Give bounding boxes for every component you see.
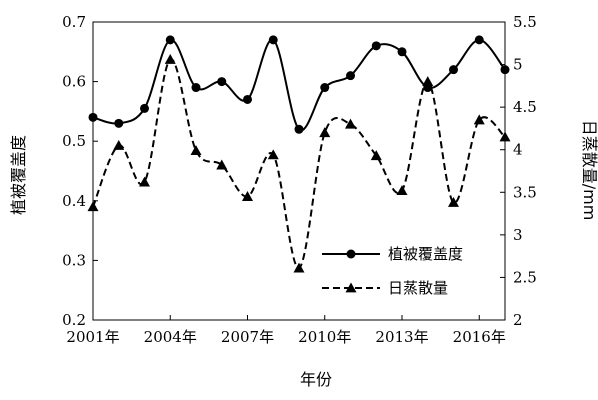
data-point-series-2	[473, 114, 485, 125]
data-point-series-2	[370, 150, 382, 161]
data-point-series-1	[449, 65, 458, 75]
series-line-2	[92, 58, 506, 270]
data-point-series-1	[217, 77, 227, 87]
data-point-series-2	[448, 197, 459, 207]
data-point-series-1	[320, 83, 330, 93]
x-tick-label: 2010年	[298, 328, 351, 346]
data-point-series-2	[242, 191, 253, 201]
y-right-tick-label: 3	[513, 226, 523, 244]
y-right-tick-label: 2.5	[513, 268, 537, 286]
y-left-tick-label: 0.4	[62, 192, 86, 210]
data-point-series-2	[139, 176, 150, 187]
data-point-series-1	[500, 65, 510, 75]
series-layer	[87, 35, 511, 273]
data-point-series-1	[114, 118, 124, 128]
x-tick-label: 2013年	[375, 328, 428, 346]
y-left-tick-label: 0.2	[62, 311, 86, 329]
x-tick-label: 2007年	[221, 328, 274, 346]
y-left-tick-label: 0.5	[62, 132, 86, 150]
data-point-series-2	[345, 118, 356, 129]
legend-label-2: 日蒸散量	[388, 279, 448, 297]
y-left-tick-label: 0.6	[62, 73, 86, 91]
y-right-tick-label: 4	[513, 141, 523, 159]
data-point-series-1	[268, 35, 278, 45]
data-point-series-2	[216, 159, 228, 170]
data-point-series-2	[396, 185, 408, 195]
data-point-series-1	[397, 47, 407, 57]
y-right-tick-label: 2	[513, 311, 523, 329]
data-point-series-2	[87, 201, 99, 212]
x-axis-title: 年份	[300, 370, 332, 389]
data-point-series-1	[346, 71, 355, 81]
data-point-series-2	[293, 262, 305, 273]
data-point-series-1	[191, 83, 201, 93]
x-tick-label: 2016年	[453, 328, 506, 346]
legend-marker-1	[346, 249, 356, 259]
data-point-series-2	[190, 145, 202, 155]
data-point-series-1	[165, 35, 175, 45]
y-right-tick-label: 4.5	[513, 98, 537, 116]
data-point-series-2	[319, 127, 331, 138]
y-left-tick-label: 0.3	[62, 251, 86, 269]
data-point-series-1	[371, 41, 381, 51]
axes	[92, 21, 506, 321]
data-point-series-2	[113, 139, 125, 150]
legend-marker-2	[345, 282, 357, 293]
data-point-series-1	[474, 35, 484, 45]
y-right-tick-label: 3.5	[513, 183, 537, 201]
data-point-series-1	[140, 103, 149, 113]
data-point-series-2	[499, 131, 511, 142]
x-tick-label: 2004年	[144, 328, 197, 346]
y-left-tick-label: 0.7	[62, 13, 86, 31]
data-point-series-1	[243, 94, 252, 104]
y-axis-left-title: 植被覆盖度	[9, 135, 28, 215]
data-point-series-2	[267, 149, 279, 160]
data-point-series-1	[294, 124, 304, 134]
series-line-1	[92, 38, 506, 132]
data-point-series-2	[422, 76, 434, 86]
x-tick-label: 2001年	[66, 328, 119, 346]
y-axis-right-title: 日蒸散量/mm	[580, 120, 598, 221]
data-point-series-1	[88, 112, 98, 122]
ticks: 0.2 0.3 0.4 0.5 0.6 0.7 2 2.5 3 3.5 4 4.5 5 5.5 2001年 2…	[62, 13, 537, 346]
y-right-tick-label: 5	[513, 56, 523, 74]
y-right-tick-label: 5.5	[513, 13, 537, 31]
legend-label-1: 植被覆盖度	[388, 245, 463, 263]
plot-frame	[92, 21, 506, 321]
data-point-series-2	[164, 53, 176, 64]
